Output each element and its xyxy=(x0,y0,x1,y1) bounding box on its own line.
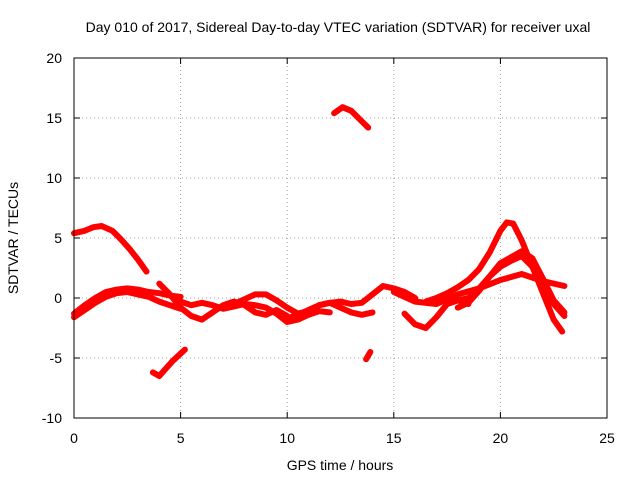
y-tick-label: 0 xyxy=(54,290,62,306)
series-arc-4 xyxy=(149,346,188,379)
x-tick-label: 10 xyxy=(279,430,295,446)
series-arc-9 xyxy=(363,349,374,363)
x-axis-label: GPS time / hours xyxy=(287,457,394,473)
series-arc-1 xyxy=(71,223,150,275)
series-arc-2 xyxy=(71,285,184,317)
series-arc-15 xyxy=(454,253,568,319)
x-tick-label: 0 xyxy=(70,430,78,446)
series-arc-8 xyxy=(331,104,372,131)
series-arc-14 xyxy=(444,248,568,316)
x-tick-label: 20 xyxy=(493,430,509,446)
x-tick-label: 25 xyxy=(599,430,615,446)
y-tick-label: 10 xyxy=(46,170,62,186)
y-tick-label: 15 xyxy=(46,110,62,126)
y-tick-label: -5 xyxy=(50,350,63,366)
x-tick-label: 5 xyxy=(177,430,185,446)
series-arc-10 xyxy=(284,283,419,322)
chart-title: Day 010 of 2017, Sidereal Day-to-day VTE… xyxy=(86,19,591,35)
series-group xyxy=(71,104,568,379)
grid xyxy=(74,58,607,418)
series-arc-6 xyxy=(177,298,333,325)
x-tick-label: 15 xyxy=(386,430,402,446)
y-tick-label: -10 xyxy=(42,410,62,426)
y-tick-label: 20 xyxy=(46,50,62,66)
series-arc-5 xyxy=(156,280,291,323)
y-axis-label: SDTVAR / TECUs xyxy=(5,182,21,294)
y-tick-label: 5 xyxy=(54,230,62,246)
series-arc-3 xyxy=(71,289,184,321)
axis-ticks: 0 5 10 15 20 25 -10 -5 0 5 10 15 20 xyxy=(42,50,615,446)
